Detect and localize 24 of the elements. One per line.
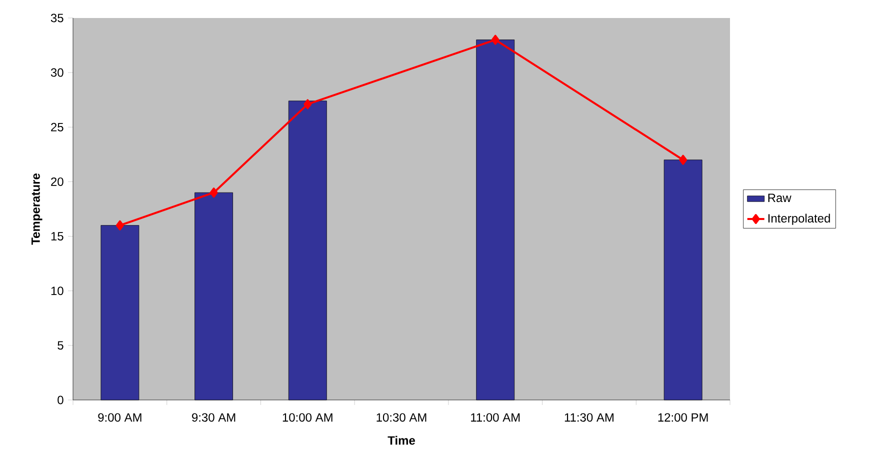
point: [679, 154, 688, 165]
x-tick-label: 9:00 AM: [98, 413, 142, 422]
point: [491, 34, 500, 45]
y-tick-label: 15: [51, 232, 64, 240]
point: [210, 188, 218, 198]
x-tick-label: 10:30 AM: [376, 413, 426, 422]
point: [304, 99, 312, 110]
y-tick-label: 0: [58, 396, 64, 404]
y-tick-label: 25: [51, 122, 64, 132]
x-tick-label: 11:30 AM: [564, 413, 614, 422]
y-axis-title: Temperature: [32, 173, 42, 245]
x-axis-title: Time: [388, 436, 415, 445]
point: [116, 220, 124, 230]
x-tick-label: 9:30 AM: [192, 413, 236, 422]
legend-label: Raw: [768, 194, 792, 202]
y-tick-label: 10: [51, 286, 64, 296]
y-tick-label: 5: [58, 341, 64, 350]
x-tick-label: 12:00 PM: [658, 413, 708, 422]
x-tick-label: 11:00 AM: [471, 413, 520, 422]
y-tick-label: 20: [51, 177, 64, 186]
x-tick-label: 10:00 AM: [282, 413, 332, 422]
y-tick-label: 35: [50, 14, 64, 22]
legend-label: Interpolated: [768, 214, 830, 225]
y-tick-label: 30: [50, 68, 64, 77]
